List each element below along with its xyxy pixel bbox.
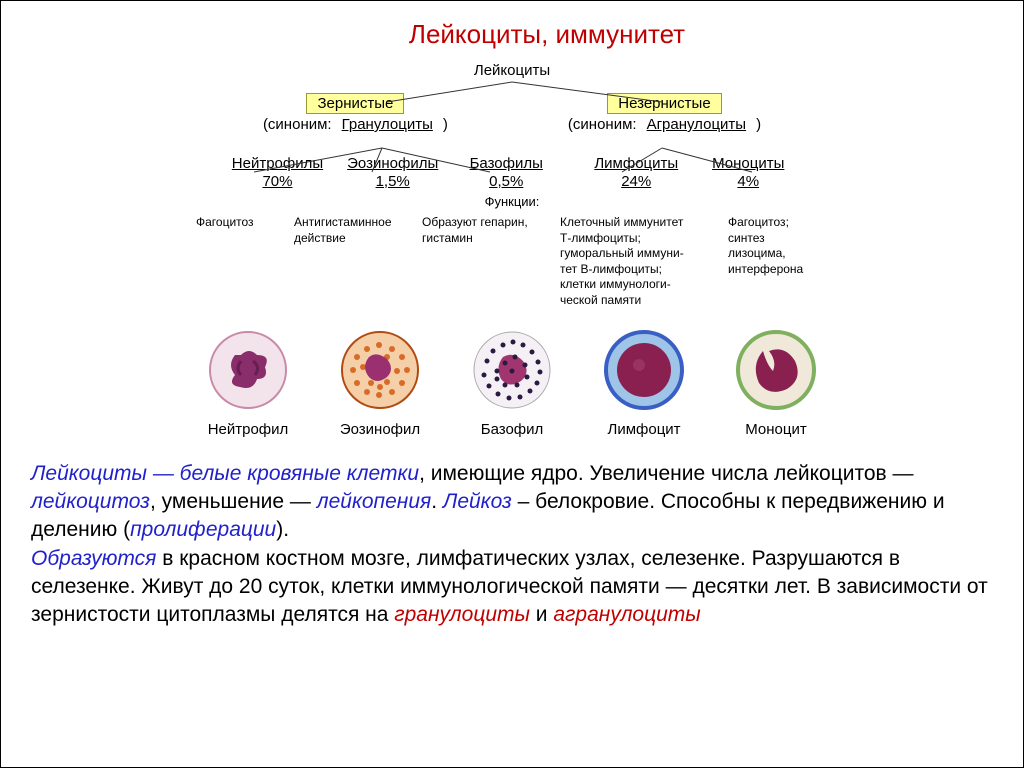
description-text: Лейкоциты — белые кровяные клетки, имеющ… (29, 460, 995, 630)
classification-tree: Лейкоциты Зернистые (синоним:Гранулоциты… (132, 62, 892, 309)
branch-right-box: Незернистые (607, 93, 721, 114)
term-proliferation: пролиферации (130, 518, 276, 541)
basophil-icon (469, 327, 555, 413)
functions-label: Функции: (132, 194, 892, 209)
cell-lymphocyte: Лимфоцит (601, 327, 687, 438)
term-granulocytes: гранулоциты (394, 603, 530, 626)
branch-right-synonym: (синоним:Агранулоциты) (568, 116, 761, 133)
branch-left-box: Зернистые (306, 93, 404, 114)
cell-eosinophil: Эозинофил (337, 327, 423, 438)
term-leukocytes: Лейкоциты — белые кровяные клетки (31, 462, 419, 485)
page-title: Лейкоциты, иммунитет (99, 19, 995, 50)
tree-root: Лейкоциты (132, 62, 892, 79)
branch-left-synonym: (синоним:Гранулоциты) (263, 116, 448, 133)
monocyte-icon (733, 327, 819, 413)
cell-images-row: Нейтрофил Эозинофил (29, 327, 995, 438)
cell-monocyte: Моноцит (733, 327, 819, 438)
leaf-eosinophils: Эозинофилы 1,5% (347, 155, 438, 190)
func-basophils: Образуют гепарин, гистамин (422, 215, 542, 309)
term-leukopenia: лейкопения (317, 490, 432, 513)
eosinophil-icon (337, 327, 423, 413)
lymphocyte-icon (601, 327, 687, 413)
term-leukocytosis: лейкоцитоз (31, 490, 150, 513)
neutrophil-icon (205, 327, 291, 413)
leaf-neutrophils: Нейтрофилы 70% (232, 155, 323, 190)
cell-neutrophil: Нейтрофил (205, 327, 291, 438)
cell-basophil: Базофил (469, 327, 555, 438)
func-monocytes: Фагоцитоз; синтез лизоцима, интерферона (728, 215, 828, 309)
leaf-monocytes: Моноциты 4% (704, 155, 792, 190)
term-leukosis: Лейкоз (443, 490, 512, 513)
leaf-lymphocytes: Лимфоциты 24% (592, 155, 680, 190)
func-lymphocytes: Клеточный иммунитет Т-лимфоциты; гуморал… (560, 215, 710, 309)
term-formed: Образуются (31, 547, 156, 570)
leaf-basophils: Базофилы 0,5% (462, 155, 550, 190)
functions-row: Фагоцитоз Антигистаминное действие Образ… (132, 215, 892, 309)
func-neutrophils: Фагоцитоз (196, 215, 276, 309)
func-eosinophils: Антигистаминное действие (294, 215, 404, 309)
term-agranulocytes: агранулоциты (553, 603, 700, 626)
